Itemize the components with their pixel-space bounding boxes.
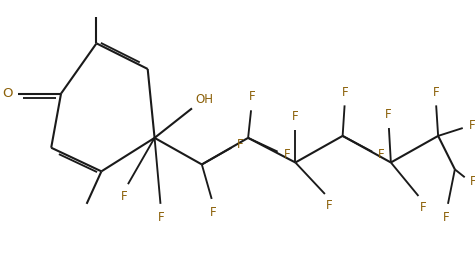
Text: F: F: [210, 206, 217, 219]
Text: OH: OH: [195, 93, 213, 106]
Text: F: F: [292, 110, 299, 123]
Text: F: F: [469, 119, 475, 132]
Text: F: F: [238, 138, 244, 151]
Text: F: F: [342, 86, 348, 99]
Text: F: F: [378, 148, 385, 161]
Text: F: F: [432, 86, 439, 99]
Text: F: F: [121, 190, 128, 203]
Text: F: F: [158, 211, 164, 224]
Text: F: F: [419, 201, 426, 214]
Text: O: O: [2, 87, 13, 100]
Text: F: F: [443, 211, 450, 224]
Text: F: F: [385, 108, 392, 121]
Text: F: F: [326, 199, 333, 212]
Text: F: F: [248, 90, 255, 103]
Text: F: F: [470, 175, 475, 188]
Text: F: F: [284, 148, 291, 161]
